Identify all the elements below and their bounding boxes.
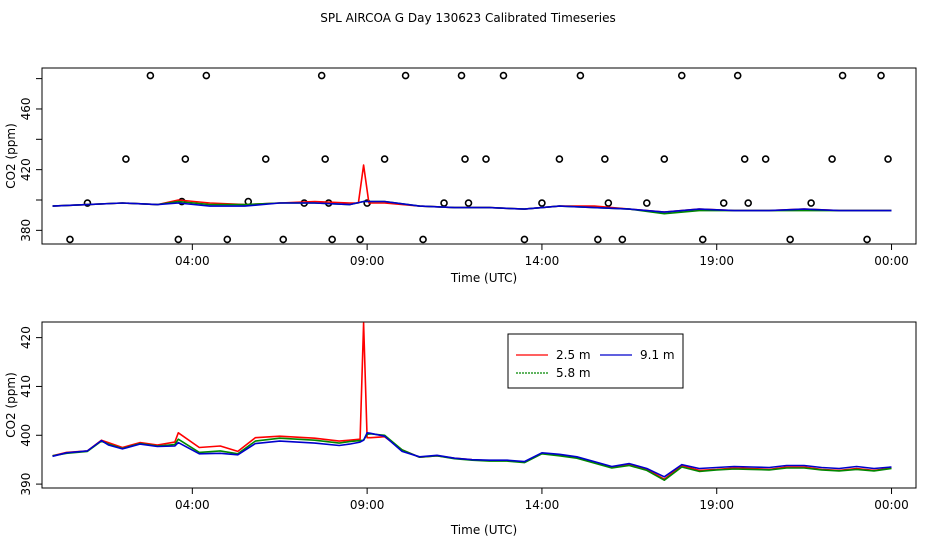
top-y-axis: 380 420 460 [19,78,42,242]
calibration-point-4 [174,235,183,244]
bottom-y-tick-label-400: 400 [19,424,33,447]
calibration-point-25 [464,199,473,207]
bottom-x-tick-label-09-00: 09:00 [350,498,385,512]
calibration-point-20 [401,71,410,80]
top-y-axis-label: CO2 (ppm) [4,123,18,189]
calibration-point-26 [482,155,490,163]
calibration-point-8 [223,235,232,244]
calibration-point-1 [83,199,92,207]
calibration-point-13 [317,71,326,80]
calibration-point-30 [555,155,564,163]
calibration-point-36 [643,199,651,207]
calibration-point-19 [380,155,389,163]
calibration-point-23 [457,71,466,80]
top-x-axis-label: Time (UTC) [450,271,517,285]
top-plot-frame [41,67,917,245]
top-series-lines [52,164,892,215]
calibration-point-3 [146,71,155,80]
calibration-point-16 [328,235,336,244]
calibration-point-47 [828,155,836,163]
bottom-panel: 390 400 410 420 04:00 09:00 14:00 19:00 00:00 T… [4,321,917,537]
legend-box [507,333,684,389]
calibration-point-27 [499,71,508,80]
calibration-point-6 [181,155,190,163]
bottom-series-2-5-m [52,322,892,480]
calibration-point-44 [761,155,770,163]
bottom-y-axis: 390 400 410 420 [19,326,42,496]
calibration-point-34 [604,199,613,207]
bottom-x-tick-label-19-00: 19:00 [699,498,734,512]
calibration-point-48 [838,71,847,80]
bottom-series-lines [52,322,892,481]
calibration-point-7 [202,71,211,80]
calibration-point-21 [419,235,427,244]
bottom-x-axis: 04:00 09:00 14:00 19:00 00:00 [175,488,909,512]
calibration-point-49 [863,235,871,244]
calibration-point-35 [618,235,627,244]
calibration-point-14 [321,155,329,163]
legend: 2.5 m 9.1 m 5.8 m [507,333,684,389]
top-series-2-5-m [52,164,892,213]
chart-title: SPL AIRCOA G Day 130623 Calibrated Times… [320,11,615,25]
calibration-point-32 [594,235,602,244]
calibration-point-50 [877,71,885,80]
bottom-x-tick-label-14-00: 14:00 [525,498,560,512]
top-x-tick-label-04-00: 04:00 [175,254,210,268]
calibration-point-24 [461,155,469,163]
top-x-tick-label-14-00: 14:00 [525,254,560,268]
bottom-x-tick-label-00-00: 00:00 [874,498,909,512]
calibration-point-37 [660,155,669,163]
top-calibration-points [66,71,892,244]
calibration-point-29 [538,199,546,207]
calibration-point-41 [733,71,742,80]
top-x-tick-label-19-00: 19:00 [699,254,734,268]
calibration-point-11 [279,235,288,244]
legend-label-9-1m: 9.1 m [640,348,675,362]
legend-label-2-5m: 2.5 m [556,348,591,362]
calibration-point-31 [576,71,585,80]
bottom-series-9-1-m [52,432,892,478]
calibration-point-46 [807,199,815,207]
top-panel: 380 420 460 04:00 09:00 14:00 19:00 00:00 Time… [4,67,917,285]
bottom-y-tick-label-390: 390 [19,473,33,496]
top-x-tick-label-00-00: 00:00 [874,254,909,268]
calibration-point-51 [884,155,892,163]
top-y-tick-label-380: 380 [19,219,33,242]
calibration-point-33 [601,155,609,163]
calibration-point-40 [719,199,728,207]
calibration-point-42 [740,155,749,163]
calibration-point-45 [786,235,794,244]
calibration-point-43 [744,199,752,207]
bottom-plot-frame [41,321,917,489]
top-y-tick-label-420: 420 [19,158,33,181]
top-series-9-1-m [52,200,892,213]
calibration-point-39 [698,235,707,244]
calibration-point-2 [122,155,130,163]
calibration-point-28 [520,235,529,244]
calibration-point-38 [677,71,686,80]
top-x-tick-label-09-00: 09:00 [350,254,385,268]
bottom-x-axis-label: Time (UTC) [450,523,517,537]
bottom-y-tick-label-410: 410 [19,375,33,398]
calibration-point-22 [440,199,448,207]
legend-label-5-8m: 5.8 m [556,366,591,380]
calibration-point-10 [261,155,270,163]
bottom-x-tick-label-04-00: 04:00 [175,498,210,512]
calibration-point-0 [66,235,74,244]
bottom-y-axis-label: CO2 (ppm) [4,372,18,438]
bottom-series-5-8-m [52,433,892,481]
top-y-tick-label-460: 460 [19,98,33,121]
top-x-axis: 04:00 09:00 14:00 19:00 00:00 [175,244,909,268]
bottom-y-tick-label-420: 420 [19,326,33,349]
calibration-point-17 [356,235,364,244]
